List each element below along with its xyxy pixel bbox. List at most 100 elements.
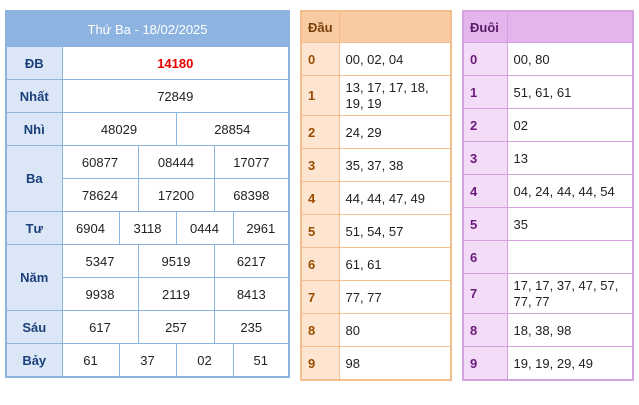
- tail-value: 02: [506, 108, 634, 142]
- prize-value-ba-2: 08444: [137, 145, 215, 179]
- prize-value-nam-1: 5347: [61, 244, 139, 278]
- head-digit-table: Đầu 0 00, 02, 04 1 13, 17, 17, 18, 19, 19 …: [300, 10, 452, 381]
- tail-value: 00, 80: [506, 42, 634, 76]
- prize-value-ba-4: 78624: [61, 178, 139, 212]
- prize-label-nam: Năm: [5, 244, 63, 311]
- prize-value-nhi-1: 48029: [61, 112, 177, 146]
- prize-label-nhat: Nhất: [5, 79, 63, 113]
- tail-row: 0 00, 80: [462, 42, 634, 76]
- prize-value-tu-2: 3118: [118, 211, 177, 245]
- prize-row-db: ĐB 14180: [5, 46, 290, 80]
- head-key: 8: [300, 313, 340, 347]
- tail-key: 4: [462, 174, 508, 208]
- tail-digit-table: Đuôi 0 00, 80 1 51, 61, 61 2 02 3 13 4 04, 24…: [462, 10, 634, 381]
- prize-value-nam-5: 2119: [137, 277, 215, 311]
- head-key: 3: [300, 148, 340, 182]
- prize-label-db: ĐB: [5, 46, 63, 80]
- prize-value-tu-1: 6904: [61, 211, 120, 245]
- prize-row-bay: Bảy 61 37 02 51: [5, 343, 290, 378]
- prize-row-ba-1: Ba 60877 08444 17077: [5, 145, 290, 212]
- head-key: 7: [300, 280, 340, 314]
- prize-value-ba-1: 60877: [61, 145, 139, 179]
- prize-value-bay-3: 02: [175, 343, 234, 378]
- head-row: 8 80: [300, 313, 452, 347]
- prize-value-ba-6: 68398: [213, 178, 290, 212]
- tail-row: 5 35: [462, 207, 634, 241]
- prize-row-ba-2: 78624 17200 68398: [6, 178, 290, 212]
- head-row: 5 51, 54, 57: [300, 214, 452, 248]
- prize-row-tu: Tư 6904 3118 0444 2961: [5, 211, 290, 245]
- head-value: 61, 61: [338, 247, 452, 281]
- head-row: 0 00, 02, 04: [300, 42, 452, 76]
- head-value: 77, 77: [338, 280, 452, 314]
- tail-row: 2 02: [462, 108, 634, 142]
- tail-key: 5: [462, 207, 508, 241]
- head-key: 0: [300, 42, 340, 76]
- head-value: 13, 17, 17, 18, 19, 19: [338, 75, 452, 116]
- prize-row-nhat: Nhất 72849: [5, 79, 290, 113]
- tail-header-row: Đuôi: [462, 10, 634, 43]
- prize-label-tu: Tư: [5, 211, 63, 245]
- head-row: 4 44, 44, 47, 49: [300, 181, 452, 215]
- tail-header-label: Đuôi: [462, 10, 508, 43]
- prize-value-bay-4: 51: [232, 343, 290, 378]
- head-key: 9: [300, 346, 340, 381]
- tail-row: 9 19, 19, 29, 49: [462, 346, 634, 381]
- prize-value-sau-2: 257: [137, 310, 215, 344]
- head-key: 2: [300, 115, 340, 149]
- head-header-row: Đầu: [300, 10, 452, 43]
- head-value: 35, 37, 38: [338, 148, 452, 182]
- prize-value-nhat: 72849: [61, 79, 290, 113]
- prize-row-sau: Sáu 617 257 235: [5, 310, 290, 344]
- prize-row-nhi: Nhì 48029 28854: [5, 112, 290, 146]
- prize-value-nam-4: 9938: [61, 277, 139, 311]
- head-key: 4: [300, 181, 340, 215]
- prize-value-sau-1: 617: [61, 310, 139, 344]
- head-value: 24, 29: [338, 115, 452, 149]
- tail-key: 3: [462, 141, 508, 175]
- tail-value: 04, 24, 44, 44, 54: [506, 174, 634, 208]
- head-value: 80: [338, 313, 452, 347]
- tail-key: 2: [462, 108, 508, 142]
- tail-key: 8: [462, 313, 508, 347]
- head-row: 1 13, 17, 17, 18, 19, 19: [300, 75, 452, 116]
- prize-value-tu-3: 0444: [175, 211, 234, 245]
- head-value: 51, 54, 57: [338, 214, 452, 248]
- prize-value-nam-6: 8413: [213, 277, 290, 311]
- tail-row: 1 51, 61, 61: [462, 75, 634, 109]
- head-key: 1: [300, 75, 340, 116]
- head-row: 7 77, 77: [300, 280, 452, 314]
- tail-value: 19, 19, 29, 49: [506, 346, 634, 381]
- tail-key: 9: [462, 346, 508, 381]
- prize-value-tu-4: 2961: [232, 211, 290, 245]
- head-row: 3 35, 37, 38: [300, 148, 452, 182]
- tail-value: [506, 240, 634, 274]
- tail-row: 8 18, 38, 98: [462, 313, 634, 347]
- prize-label-ba: Ba: [5, 145, 63, 212]
- tail-row: 7 17, 17, 37, 47, 57, 77, 77: [462, 273, 634, 314]
- prize-value-db: 14180: [61, 46, 290, 80]
- tail-key: 1: [462, 75, 508, 109]
- tail-row: 4 04, 24, 44, 44, 54: [462, 174, 634, 208]
- prize-value-bay-1: 61: [61, 343, 120, 378]
- tail-key: 6: [462, 240, 508, 274]
- prize-value-sau-3: 235: [213, 310, 290, 344]
- tail-value: 51, 61, 61: [506, 75, 634, 109]
- tail-row: 6: [462, 240, 634, 274]
- head-row: 9 98: [300, 346, 452, 381]
- tail-value: 13: [506, 141, 634, 175]
- tail-value: 35: [506, 207, 634, 241]
- tail-key: 7: [462, 273, 508, 314]
- tail-key: 0: [462, 42, 508, 76]
- tail-value: 18, 38, 98: [506, 313, 634, 347]
- results-header-row: Thứ Ba - 18/02/2025: [5, 10, 290, 47]
- prize-label-nhi: Nhì: [5, 112, 63, 146]
- head-value: 98: [338, 346, 452, 381]
- prize-value-nam-3: 6217: [213, 244, 290, 278]
- prize-label-bay: Bảy: [5, 343, 63, 378]
- prize-value-nhi-2: 28854: [175, 112, 290, 146]
- head-value: 44, 44, 47, 49: [338, 181, 452, 215]
- head-key: 5: [300, 214, 340, 248]
- results-date-title: Thứ Ba - 18/02/2025: [5, 10, 290, 47]
- prize-value-ba-5: 17200: [137, 178, 215, 212]
